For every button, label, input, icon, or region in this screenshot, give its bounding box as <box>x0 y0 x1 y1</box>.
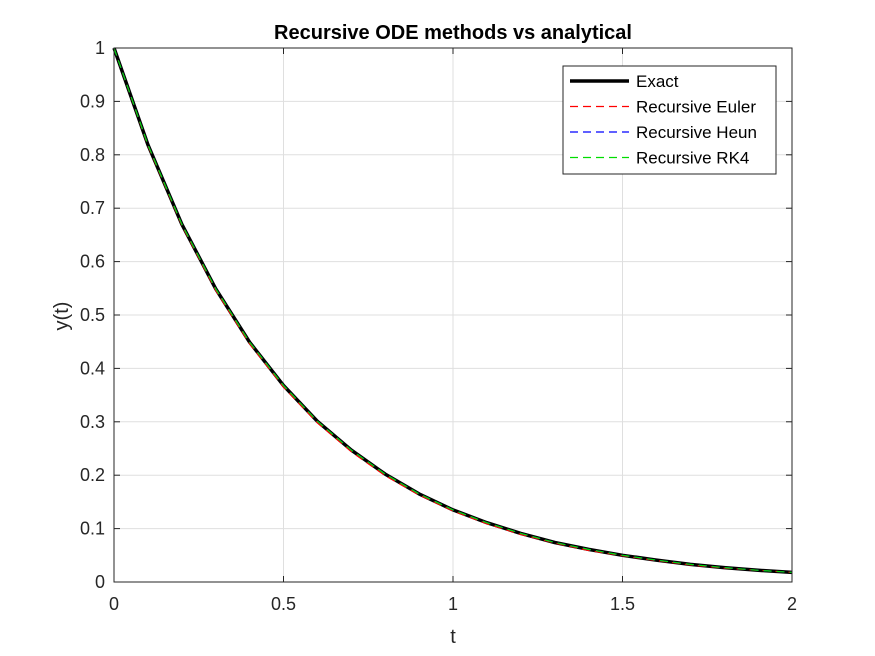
x-tick-label: 1.5 <box>610 594 635 614</box>
y-tick-label: 0.4 <box>80 358 105 378</box>
y-tick-label: 0.5 <box>80 305 105 325</box>
x-tick-label: 1 <box>448 594 458 614</box>
chart-title: Recursive ODE methods vs analytical <box>274 22 632 44</box>
x-axis-label: t <box>450 626 456 648</box>
y-tick-label: 0.3 <box>80 412 105 432</box>
y-axis-label: y(t) <box>51 302 73 331</box>
series-line-recursive-rk4 <box>113 47 793 573</box>
x-tick-label: 2 <box>787 594 797 614</box>
y-tick-label: 0.2 <box>80 465 105 485</box>
legend: Exact Recursive Euler Recursive Heun Recurs… <box>562 65 777 175</box>
series-layer <box>112 47 793 575</box>
y-tick-label: 0.1 <box>80 519 105 539</box>
y-tick-label: 1 <box>95 38 105 58</box>
x-tick-label: 0.5 <box>271 594 296 614</box>
y-tick-label: 0.7 <box>80 198 105 218</box>
y-tick-label: 0.8 <box>80 145 105 165</box>
legend-label: Exact <box>636 72 679 91</box>
legend-label: Recursive RK4 <box>636 149 749 168</box>
y-tick-label: 0.6 <box>80 252 105 272</box>
axis-ticks: 0 0.5 1 1.5 2 0 0.1 0.2 0.3 0.4 0.5 0.6 0.7 0.8 0.9 1 <box>80 38 797 614</box>
y-tick-label: 0.9 <box>80 91 105 111</box>
y-tick-label: 0 <box>95 572 105 592</box>
x-tick-label: 0 <box>109 594 119 614</box>
legend-box <box>562 65 777 175</box>
legend-label: Recursive Euler <box>636 98 756 117</box>
legend-label: Recursive Heun <box>636 123 757 142</box>
